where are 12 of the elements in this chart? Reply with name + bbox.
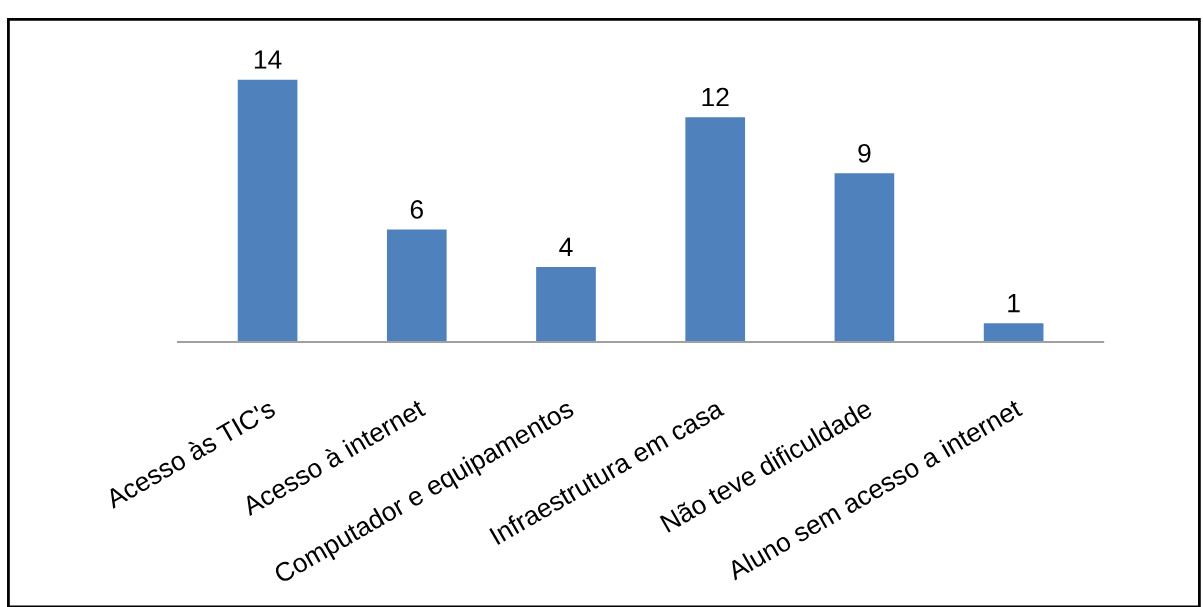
data-label: 6 bbox=[410, 200, 423, 219]
bar bbox=[237, 79, 298, 342]
bar bbox=[685, 117, 746, 342]
bar bbox=[386, 229, 447, 342]
bar bbox=[536, 267, 596, 342]
data-label: 4 bbox=[559, 237, 573, 256]
data-label: 1 bbox=[1008, 294, 1020, 313]
data-label: 14 bbox=[254, 50, 282, 69]
data-label: 12 bbox=[702, 87, 729, 107]
data-label: 9 bbox=[858, 143, 871, 163]
bar bbox=[983, 323, 1044, 342]
bar bbox=[834, 173, 895, 342]
